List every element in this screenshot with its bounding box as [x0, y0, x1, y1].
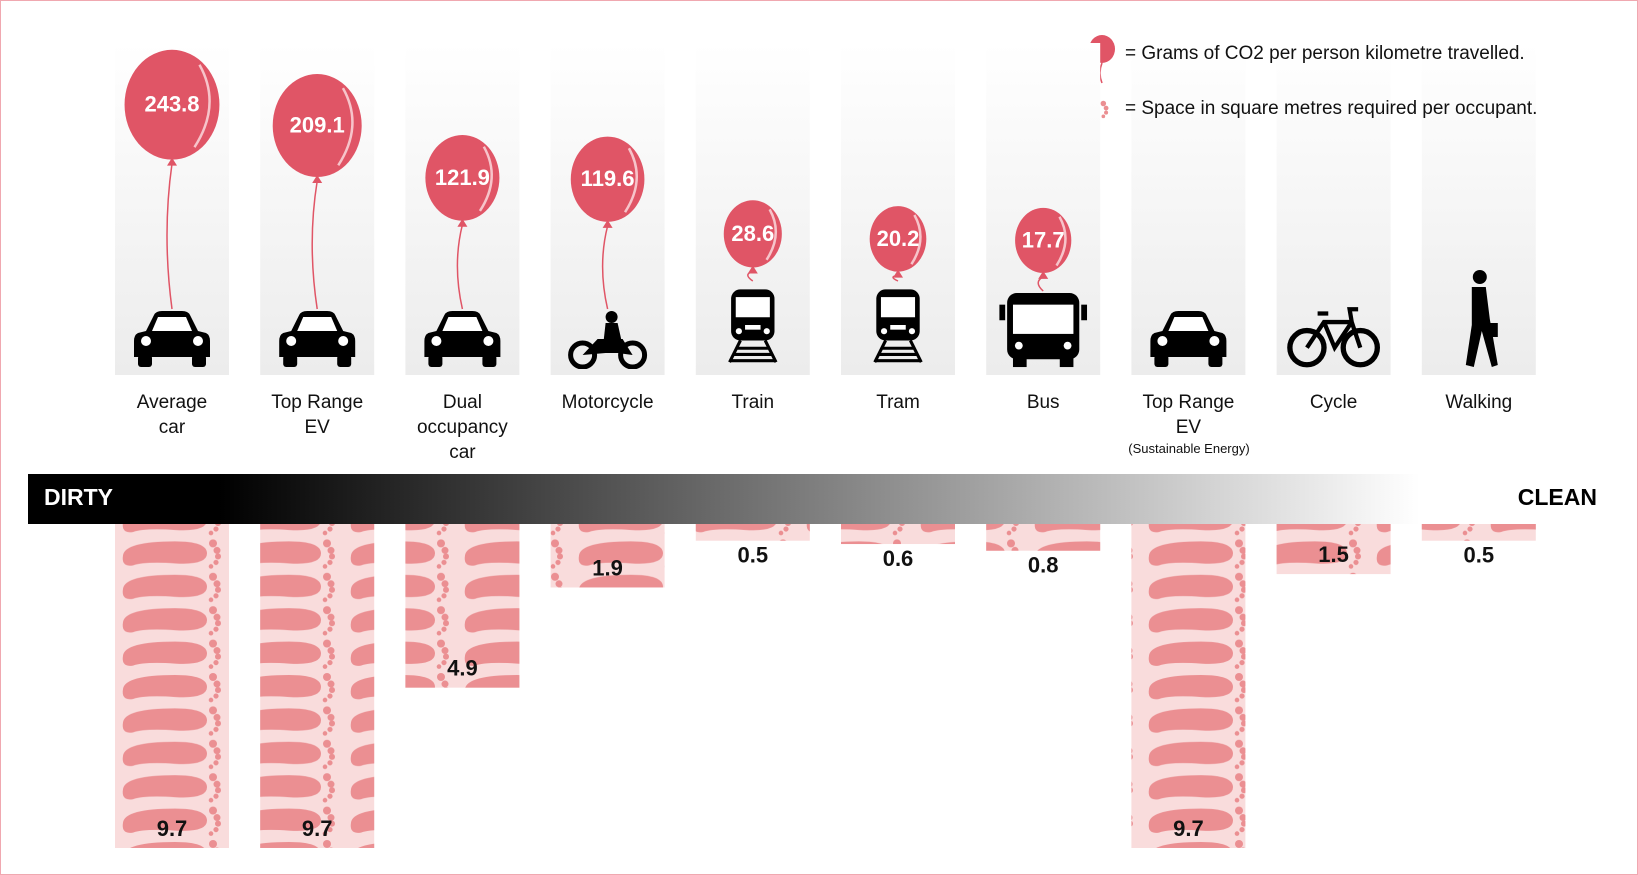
space-value: 1.5 [1318, 542, 1349, 567]
space-value: 1.9 [592, 555, 623, 580]
space-value: 9.7 [1173, 816, 1204, 841]
footprint-pattern [260, 524, 374, 848]
scale-dirty: DIRTY [44, 484, 113, 511]
space-value: 9.7 [302, 816, 333, 841]
balloon-value: 121.9 [435, 165, 490, 190]
balloon-value: 209.1 [290, 113, 345, 138]
scale-clean: CLEAN [1518, 484, 1597, 511]
balloon-value: 20.2 [877, 226, 920, 251]
mode-icon [999, 293, 1087, 367]
category-label: Motorcycle [558, 390, 658, 415]
category-label: Walking [1429, 390, 1529, 415]
category-label: Train [703, 390, 803, 415]
balloon-value: 243.8 [144, 92, 199, 117]
footprint-pattern [1131, 524, 1245, 848]
footprint-pattern [986, 524, 1100, 551]
category-label: Top Range EV [1138, 390, 1238, 440]
footprint-pattern [696, 524, 810, 541]
space-value: 0.8 [1028, 553, 1059, 578]
footprint-pattern [115, 524, 229, 848]
infographic: 243.8 209.1 121.9 119.6 28.6 20.2 17.7 9.7 9.7 4.… [0, 0, 1638, 875]
category-label: Dual occupancy car [412, 390, 512, 465]
space-value: 0.5 [1464, 543, 1495, 568]
space-value: 0.6 [883, 546, 914, 571]
space-value: 9.7 [157, 816, 188, 841]
legend-space: = Space in square metres required per oc… [1125, 98, 1537, 120]
balloon-value: 119.6 [581, 166, 635, 191]
balloon-value: 17.7 [1022, 227, 1065, 252]
category-note: (Sustainable Energy) [1109, 441, 1269, 456]
dirty-clean-bar [28, 474, 1610, 524]
balloon-value: 28.6 [731, 221, 774, 246]
space-value: 4.9 [447, 656, 478, 681]
category-label: Cycle [1284, 390, 1384, 415]
space-value: 0.5 [738, 543, 769, 568]
category-label: Top Range EV [267, 390, 367, 440]
legend-co2: = Grams of CO2 per person kilometre trav… [1125, 43, 1525, 65]
category-label: Bus [993, 390, 1093, 415]
chart: 243.8 209.1 121.9 119.6 28.6 20.2 17.7 9.7 9.7 4.… [1, 1, 1637, 874]
category-label: Tram [848, 390, 948, 415]
footprint-pattern [1422, 524, 1536, 541]
category-label: Average car [122, 390, 222, 440]
footprint-pattern [841, 524, 955, 544]
column-background [1277, 43, 1391, 375]
